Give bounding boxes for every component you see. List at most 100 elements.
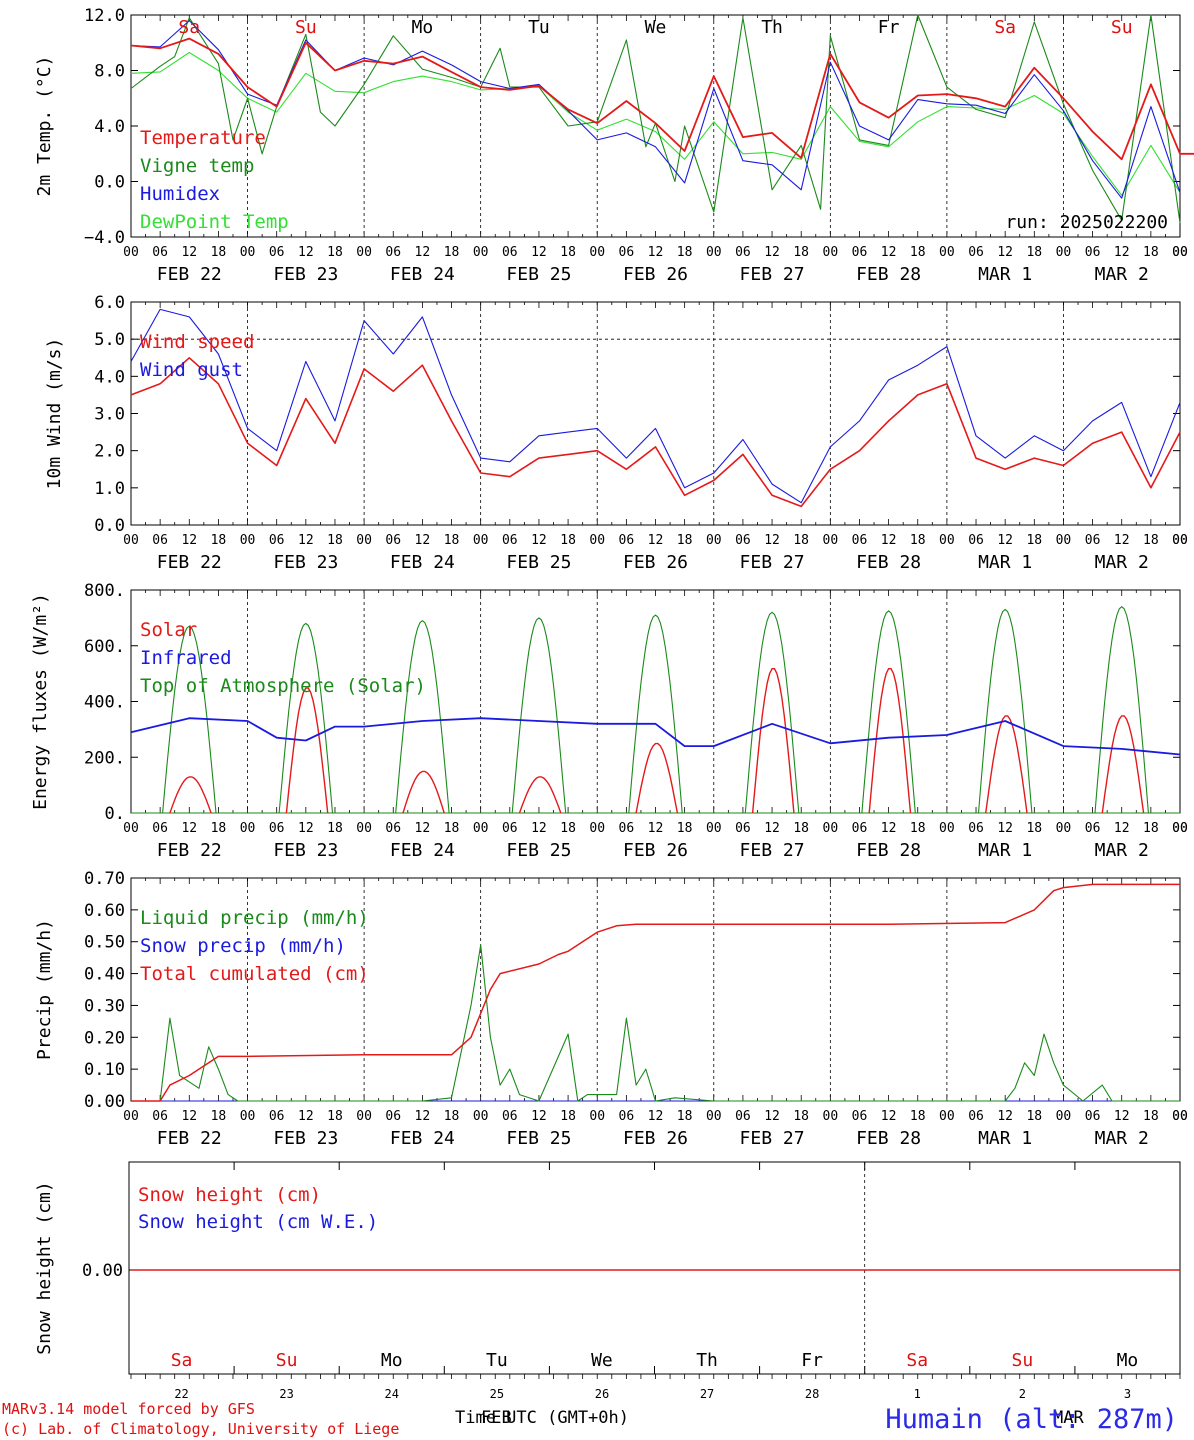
hour-tick-label: 06: [152, 533, 168, 548]
date-label: MAR 2: [1095, 840, 1149, 861]
date-label: FEB 23: [273, 840, 338, 861]
hour-tick-label: 12: [764, 821, 780, 836]
hour-tick-label: 12: [764, 245, 780, 260]
legend-entry: Liquid precip (mm/h): [140, 907, 369, 929]
month-overlay: MAR: [1053, 1408, 1084, 1428]
day-number: 23: [279, 1387, 293, 1401]
hour-tick-label: 18: [444, 821, 460, 836]
hour-tick-label: 00: [823, 821, 839, 836]
hour-tick-label: 06: [385, 245, 401, 260]
credit-line: MARv3.14 model forced by GFS: [2, 1400, 255, 1418]
hour-tick-label: 12: [1114, 1109, 1130, 1124]
hour-tick-label: 18: [560, 533, 576, 548]
hour-tick-label: 00: [123, 245, 139, 260]
hour-tick-label: 18: [560, 245, 576, 260]
legend-entry: Temperature: [140, 127, 266, 149]
series-line: [131, 944, 1180, 1102]
date-label: FEB 28: [856, 264, 921, 285]
date-label: MAR 2: [1095, 264, 1149, 285]
weekday-label: Su: [295, 17, 317, 38]
weekday-label: Mo: [381, 1350, 403, 1371]
series-line: [130, 308, 1181, 504]
series-line: [130, 37, 1194, 161]
date-label: FEB 25: [506, 264, 571, 285]
hour-tick-label: 12: [181, 533, 197, 548]
hour-tick-label: 12: [648, 821, 664, 836]
day-number: 27: [700, 1387, 714, 1401]
hour-tick-label: 00: [356, 1109, 372, 1124]
weekday-label: Th: [761, 17, 783, 38]
date-label: FEB 23: [273, 552, 338, 573]
hour-tick-label: 06: [269, 245, 285, 260]
hour-tick-label: 06: [269, 821, 285, 836]
date-label: FEB 28: [856, 840, 921, 861]
hour-tick-label: 00: [123, 821, 139, 836]
y-tick-label: 3.0: [94, 405, 125, 425]
hour-tick-label: 00: [240, 245, 256, 260]
hour-tick-label: 06: [735, 533, 751, 548]
hour-tick-label: 06: [968, 533, 984, 548]
hour-tick-label: 00: [823, 533, 839, 548]
day-number: 1: [914, 1387, 921, 1401]
day-number: 25: [490, 1387, 504, 1401]
hour-tick-label: 12: [298, 533, 314, 548]
y-tick-label: 12.0: [84, 6, 125, 26]
hour-tick-label: 00: [823, 1109, 839, 1124]
weekday-label: Mo: [1117, 1350, 1139, 1371]
y-tick-label: 8.0: [94, 62, 125, 82]
hour-tick-label: 00: [356, 245, 372, 260]
hour-tick-label: 06: [852, 245, 868, 260]
date-label: FEB 26: [623, 1128, 688, 1149]
y-tick-label: 0.: [105, 804, 125, 824]
weekday-label: Sa: [994, 17, 1016, 38]
date-label: FEB 26: [623, 552, 688, 573]
weekday-label: We: [645, 17, 667, 38]
y-axis-label: 10m Wind (m/s): [44, 338, 65, 490]
hour-tick-label: 18: [793, 821, 809, 836]
hour-tick-label: 06: [852, 821, 868, 836]
day-number: 28: [805, 1387, 819, 1401]
hour-tick-label: 18: [211, 245, 227, 260]
hour-tick-label: 12: [881, 1109, 897, 1124]
weekday-label: Sa: [171, 1350, 193, 1371]
series-line: [130, 14, 1181, 224]
hour-tick-label: 00: [1172, 245, 1188, 260]
legend-entry: Wind speed: [140, 331, 254, 353]
y-tick-label: 0.10: [84, 1060, 125, 1080]
date-label: MAR 1: [978, 552, 1032, 573]
hour-tick-label: 06: [269, 533, 285, 548]
hour-tick-label: 06: [502, 821, 518, 836]
hour-tick-label: 06: [852, 1109, 868, 1124]
weekday-label: Fr: [878, 17, 900, 38]
hour-tick-label: 00: [240, 821, 256, 836]
y-tick-label: 0.00: [82, 1261, 123, 1281]
date-label: FEB 22: [157, 840, 222, 861]
date-label: FEB 22: [157, 552, 222, 573]
date-label: FEB 24: [390, 1128, 455, 1149]
hour-tick-label: 00: [589, 1109, 605, 1124]
hour-tick-label: 06: [852, 533, 868, 548]
date-label: FEB 24: [390, 264, 455, 285]
weekday-label: Tu: [528, 17, 550, 38]
hour-tick-label: 06: [619, 533, 635, 548]
legend-entry: DewPoint Temp: [140, 211, 289, 233]
hour-tick-label: 18: [910, 245, 926, 260]
y-tick-label: 1.0: [94, 479, 125, 499]
hour-tick-label: 00: [939, 245, 955, 260]
hour-tick-label: 18: [677, 1109, 693, 1124]
y-tick-label: 5.0: [94, 330, 125, 350]
date-label: MAR 1: [978, 840, 1032, 861]
hour-tick-label: 00: [1172, 533, 1188, 548]
hour-tick-label: 06: [152, 821, 168, 836]
hour-tick-label: 12: [881, 533, 897, 548]
hour-tick-label: 06: [735, 1109, 751, 1124]
hour-tick-label: 18: [1026, 245, 1042, 260]
hour-tick-label: 18: [327, 533, 343, 548]
y-axis-label: Snow height (cm): [34, 1181, 55, 1354]
hour-tick-label: 06: [968, 245, 984, 260]
hour-tick-label: 06: [502, 533, 518, 548]
hour-tick-label: 18: [327, 1109, 343, 1124]
y-tick-label: 2.0: [94, 442, 125, 462]
hour-tick-label: 12: [997, 821, 1013, 836]
hour-tick-label: 18: [1143, 533, 1159, 548]
